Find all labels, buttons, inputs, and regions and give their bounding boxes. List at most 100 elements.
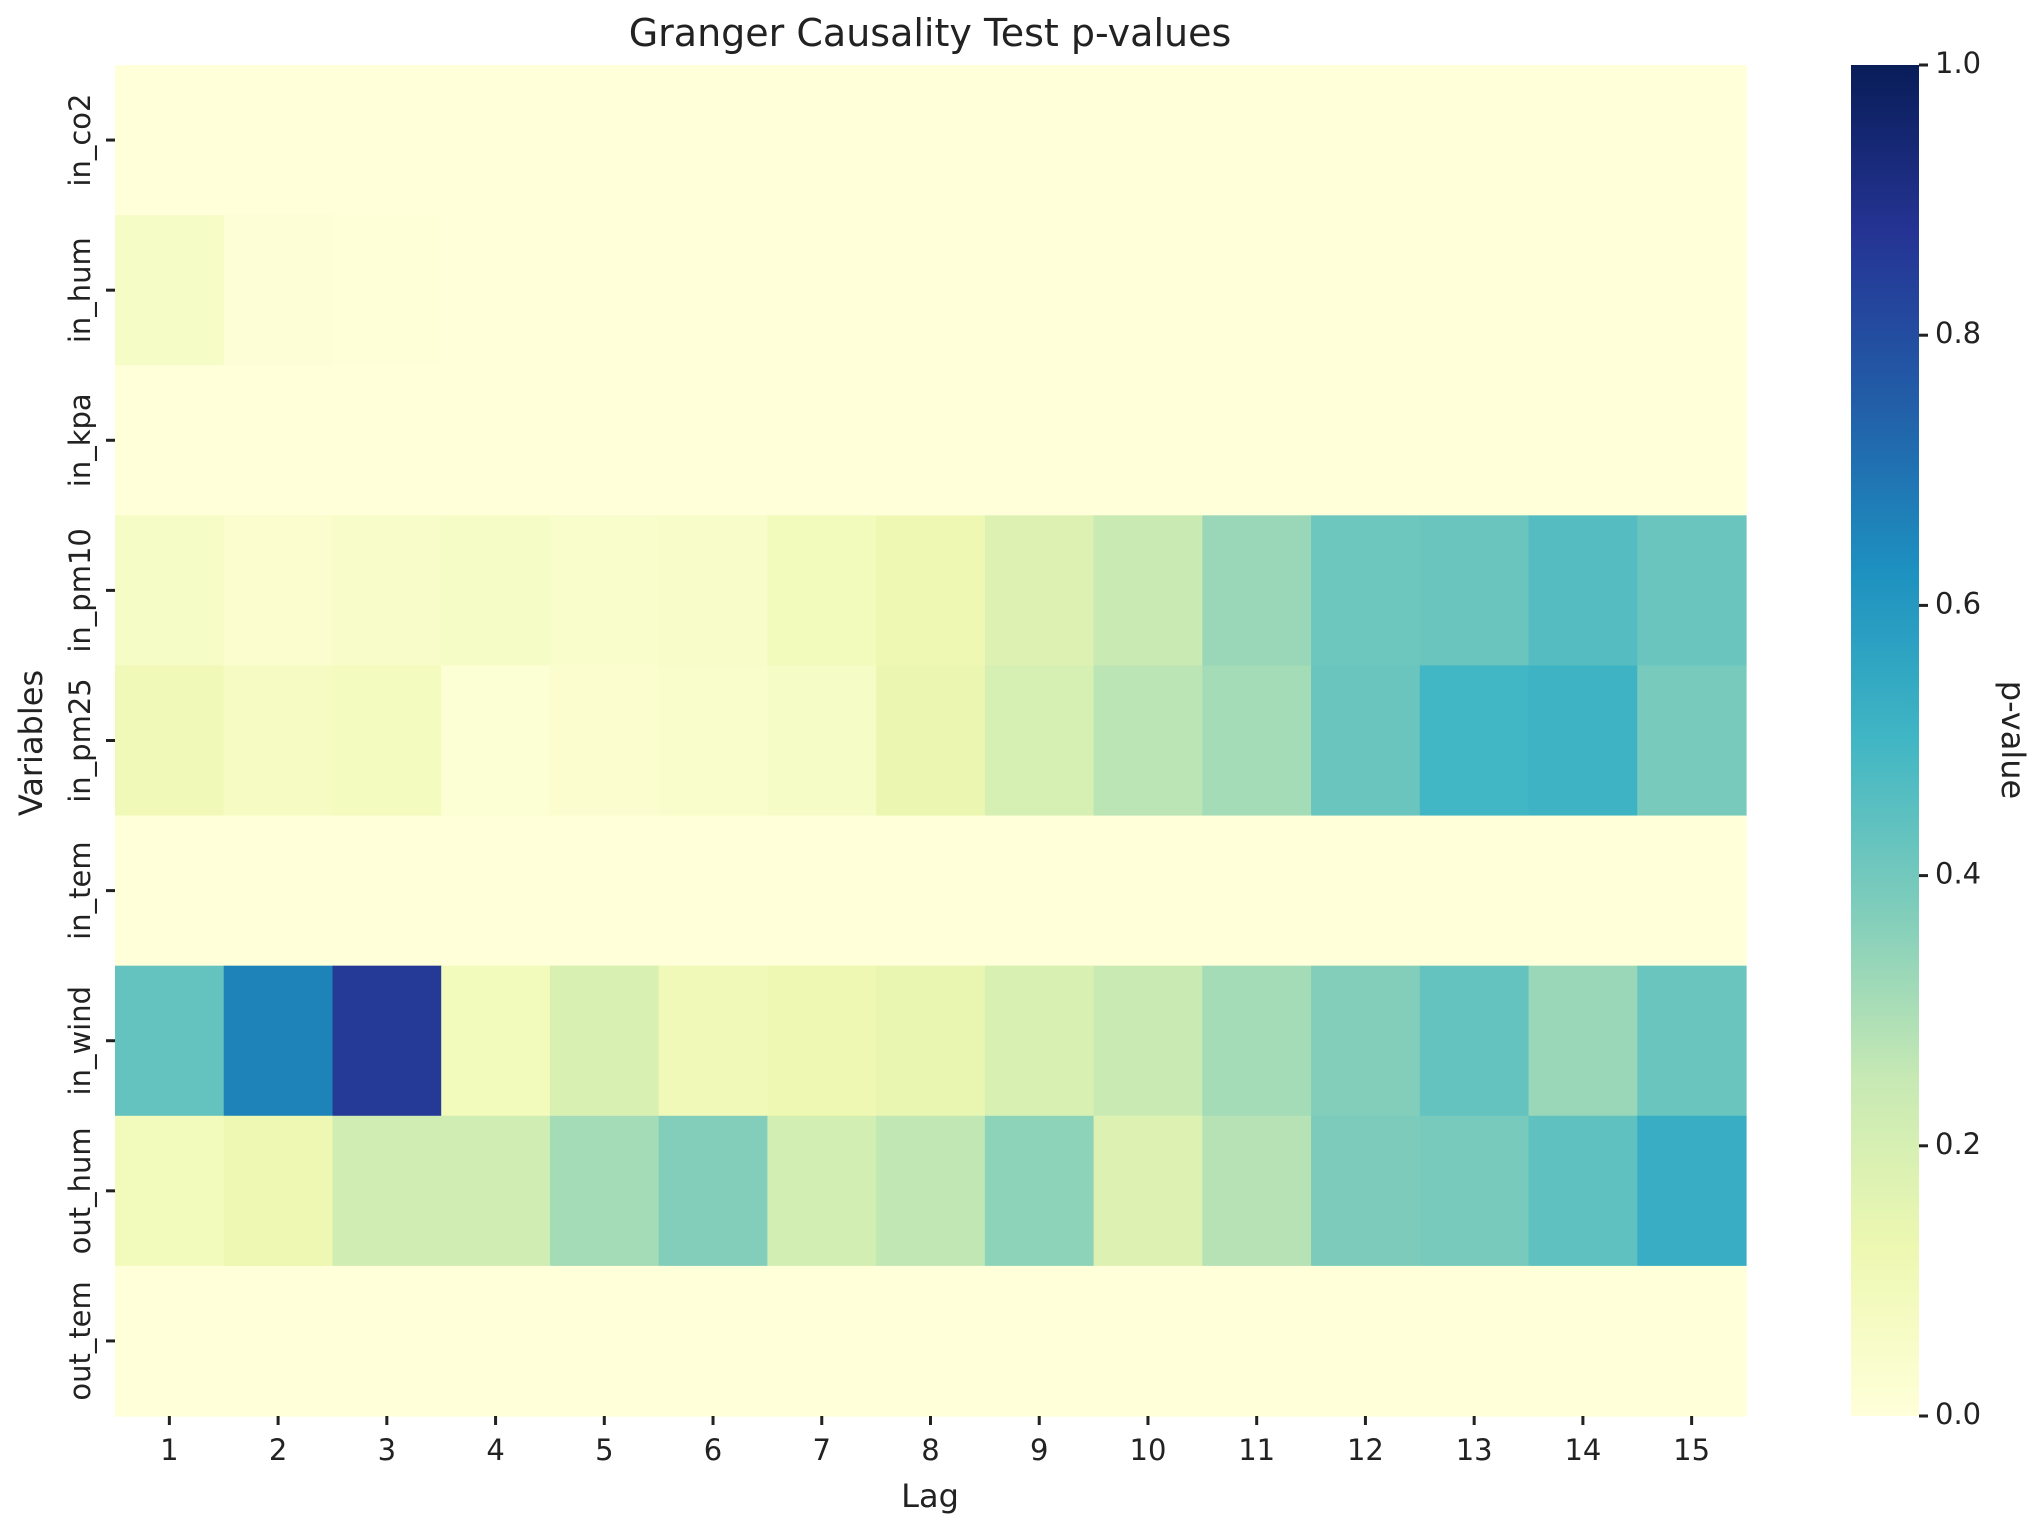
heatmap-cell-out_tem-lag-14 <box>1528 1265 1638 1417</box>
heatmap-cell-in_hum-lag-2 <box>223 215 334 366</box>
heatmap-cell-in_tem-lag-8 <box>876 815 986 967</box>
y-tick-label: in_pm25 <box>63 678 97 803</box>
colorbar-tick-label: 1.0 <box>1935 46 1981 80</box>
heatmap-cell-in_wind-lag-8 <box>876 965 986 1117</box>
heatmap-cell-out_tem-lag-8 <box>876 1265 986 1417</box>
heatmap-cell-in_co2-lag-13 <box>1419 65 1530 216</box>
x-tick-label: 1 <box>160 1433 178 1467</box>
heatmap-cell-out_tem-lag-1 <box>115 1265 225 1417</box>
heatmap-cell-in_co2-lag-9 <box>984 65 1095 216</box>
heatmap-cell-out_hum-lag-10 <box>1093 1115 1203 1267</box>
heatmap-cell-in_pm25-lag-15 <box>1637 665 1747 817</box>
heatmap-cell-in_kpa-lag-12 <box>1311 365 1421 516</box>
x-tick-label: 2 <box>269 1433 287 1467</box>
heatmap-cell-in_co2-lag-11 <box>1202 65 1312 216</box>
heatmap-cell-in_hum-lag-8 <box>876 215 986 366</box>
heatmap-cell-in_tem-lag-15 <box>1637 815 1747 967</box>
heatmap-cell-in_co2-lag-15 <box>1637 65 1747 216</box>
heatmap-cell-in_pm10-lag-3 <box>332 515 442 667</box>
heatmap-cell-in_pm25-lag-12 <box>1311 665 1421 817</box>
heatmap-cell-in_wind-lag-15 <box>1637 965 1747 1117</box>
heatmap-cell-in_pm10-lag-1 <box>115 515 225 667</box>
heatmap-cell-in_pm25-lag-13 <box>1419 665 1530 817</box>
heatmap-cell-in_pm10-lag-10 <box>1093 515 1203 667</box>
heatmap-cell-in_pm10-lag-13 <box>1419 515 1530 667</box>
heatmap-cell-in_pm25-lag-10 <box>1093 665 1203 817</box>
heatmap-cell-out_tem-lag-10 <box>1093 1265 1203 1417</box>
heatmap-cell-in_pm25-lag-11 <box>1202 665 1312 817</box>
heatmap-cell-out_tem-lag-2 <box>223 1265 334 1417</box>
heatmap-cell-in_pm10-lag-14 <box>1528 515 1638 667</box>
heatmap-cell-in_wind-lag-4 <box>441 965 551 1117</box>
heatmap-cell-in_wind-lag-5 <box>549 965 660 1117</box>
y-tick-label: in_pm10 <box>63 528 97 653</box>
heatmap-cell-in_kpa-lag-1 <box>115 365 225 516</box>
x-tick-label: 10 <box>1130 1433 1167 1467</box>
heatmap-cell-out_tem-lag-7 <box>767 1265 877 1417</box>
heatmap-cell-in_tem-lag-1 <box>115 815 225 967</box>
heatmap-cell-in_co2-lag-1 <box>115 65 225 216</box>
heatmap-cell-in_pm25-lag-6 <box>658 665 768 817</box>
heatmap-cell-out_hum-lag-13 <box>1419 1115 1530 1267</box>
heatmap-cell-in_wind-lag-10 <box>1093 965 1203 1117</box>
heatmap-cell-in_kpa-lag-9 <box>984 365 1095 516</box>
heatmap-cell-in_hum-lag-12 <box>1311 215 1421 366</box>
heatmap-cell-out_tem-lag-5 <box>549 1265 660 1417</box>
heatmap-cell-in_kpa-lag-3 <box>332 365 442 516</box>
heatmap-cell-in_tem-lag-13 <box>1419 815 1530 967</box>
heatmap-cell-in_hum-lag-4 <box>441 215 551 366</box>
heatmap-cell-in_tem-lag-4 <box>441 815 551 967</box>
heatmap-cell-in_pm10-lag-11 <box>1202 515 1312 667</box>
heatmap-cell-out_hum-lag-8 <box>876 1115 986 1267</box>
heatmap-cell-in_wind-lag-9 <box>984 965 1095 1117</box>
y-tick-label: in_tem <box>63 841 97 939</box>
heatmap-cell-in_hum-lag-15 <box>1637 215 1747 366</box>
heatmap-cell-out_tem-lag-13 <box>1419 1265 1530 1417</box>
heatmap-cell-out_hum-lag-1 <box>115 1115 225 1267</box>
heatmap-cell-in_pm25-lag-3 <box>332 665 442 817</box>
heatmap-cell-in_hum-lag-1 <box>115 215 225 366</box>
heatmap-cell-in_kpa-lag-13 <box>1419 365 1530 516</box>
heatmap-cell-in_hum-lag-14 <box>1528 215 1638 366</box>
heatmap-cell-in_kpa-lag-5 <box>549 365 660 516</box>
heatmap-cell-in_pm10-lag-15 <box>1637 515 1747 667</box>
heatmap-cell-in_hum-lag-7 <box>767 215 877 366</box>
colorbar-tick-label: 0.2 <box>1935 1127 1981 1161</box>
heatmap-cell-in_hum-lag-10 <box>1093 215 1203 366</box>
heatmap-cell-in_kpa-lag-14 <box>1528 365 1638 516</box>
heatmap-cell-in_hum-lag-6 <box>658 215 768 366</box>
heatmap-cell-in_pm10-lag-5 <box>549 515 660 667</box>
x-tick-label: 9 <box>1030 1433 1048 1467</box>
heatmap-cell-out_hum-lag-7 <box>767 1115 877 1267</box>
chart-title: Granger Causality Test p-values <box>629 11 1232 55</box>
y-tick-label: out_hum <box>63 1127 97 1254</box>
heatmap-cell-out_tem-lag-15 <box>1637 1265 1747 1417</box>
heatmap-cell-in_co2-lag-12 <box>1311 65 1421 216</box>
heatmap-cell-out_hum-lag-3 <box>332 1115 442 1267</box>
x-tick-label: 11 <box>1238 1433 1275 1467</box>
heatmap-cell-in_wind-lag-14 <box>1528 965 1638 1117</box>
x-tick-label: 5 <box>595 1433 613 1467</box>
heatmap-cell-in_kpa-lag-8 <box>876 365 986 516</box>
x-tick-label: 8 <box>921 1433 939 1467</box>
heatmap-cell-in_hum-lag-3 <box>332 215 442 366</box>
heatmap-cell-in_tem-lag-14 <box>1528 815 1638 967</box>
colorbar-ticks: 0.0 0.2 0.4 0.6 0.8 1.0 <box>1919 46 1981 1431</box>
heatmap-cell-in_pm25-lag-4 <box>441 665 551 817</box>
heatmap-cell-out_hum-lag-11 <box>1202 1115 1312 1267</box>
heatmap-cell-in_pm25-lag-2 <box>223 665 334 817</box>
heatmap-cell-in_kpa-lag-2 <box>223 365 334 516</box>
heatmap-cell-out_hum-lag-12 <box>1311 1115 1421 1267</box>
heatmap-cell-in_pm10-lag-7 <box>767 515 877 667</box>
heatmap-cell-in_tem-lag-12 <box>1311 815 1421 967</box>
heatmap-cell-in_tem-lag-5 <box>549 815 660 967</box>
heatmap-cell-in_hum-lag-9 <box>984 215 1095 366</box>
heatmap-cell-in_kpa-lag-10 <box>1093 365 1203 516</box>
heatmap-cell-out_tem-lag-12 <box>1311 1265 1421 1417</box>
heatmap-cell-out_hum-lag-14 <box>1528 1115 1638 1267</box>
heatmap-cell-in_tem-lag-3 <box>332 815 442 967</box>
heatmap-cell-in_tem-lag-9 <box>984 815 1095 967</box>
heatmap-cell-in_co2-lag-10 <box>1093 65 1203 216</box>
heatmap-cell-in_pm10-lag-6 <box>658 515 768 667</box>
heatmap-cell-in_co2-lag-4 <box>441 65 551 216</box>
